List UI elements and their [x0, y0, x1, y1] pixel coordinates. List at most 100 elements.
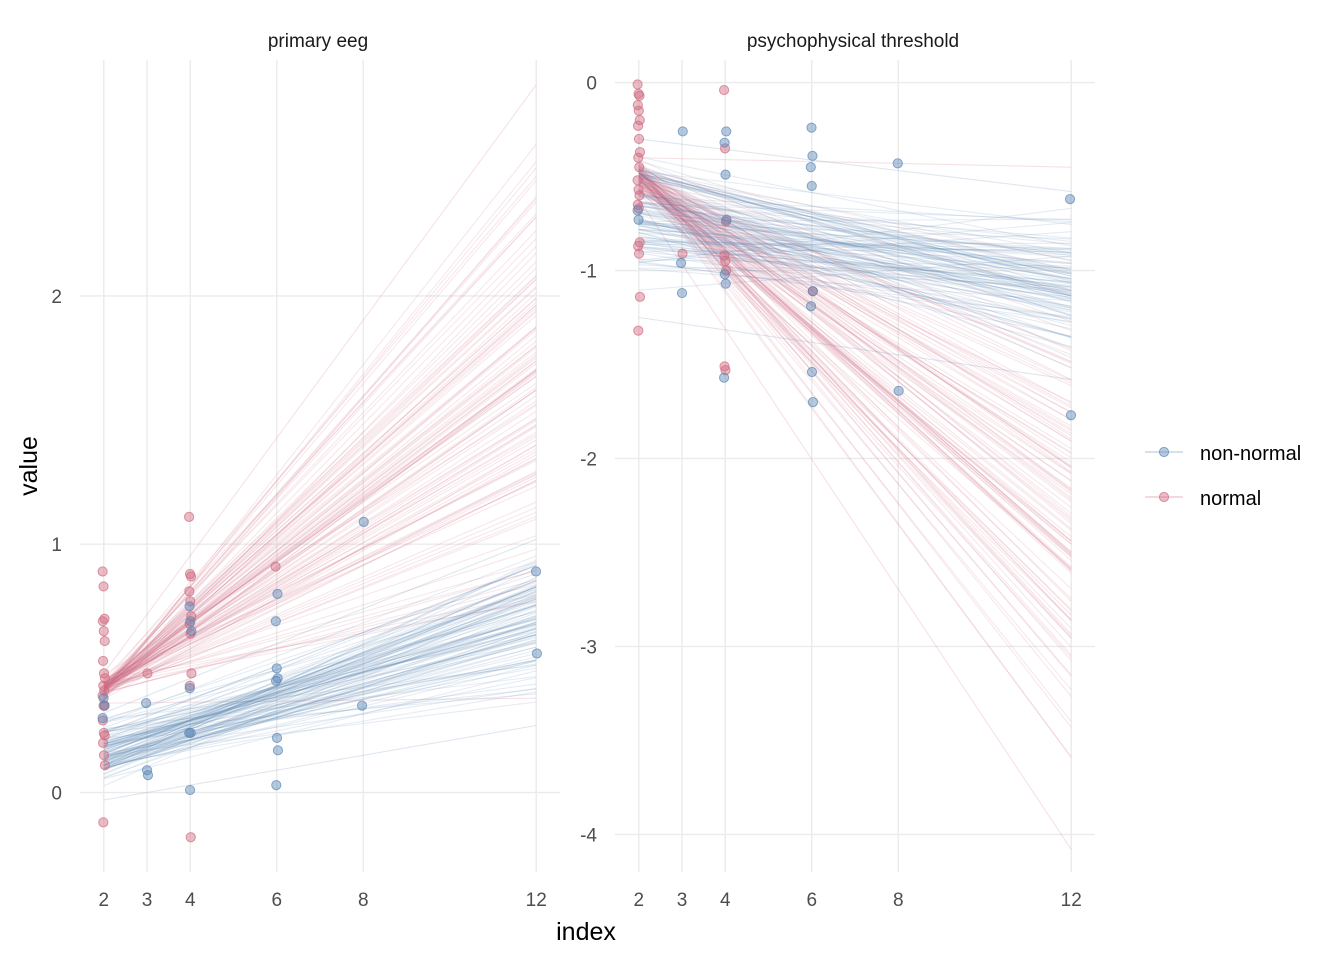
fit-line-normal — [638, 175, 1072, 553]
fit-line-non-normal — [103, 604, 537, 741]
fit-line-non-normal — [103, 677, 537, 767]
fit-line-non-normal — [638, 225, 1072, 301]
fit-line-non-normal — [103, 634, 537, 757]
data-point-normal — [97, 566, 108, 577]
fit-line-normal — [103, 371, 537, 697]
x-tick-label-12: 12 — [1061, 890, 1082, 911]
fit-line-normal — [103, 511, 537, 692]
fit-line-non-normal — [638, 219, 1072, 320]
data-point-normal — [184, 586, 195, 597]
fit-line-non-normal — [103, 604, 537, 744]
fit-line-normal — [638, 175, 1072, 542]
fit-line-non-normal — [638, 192, 1072, 274]
data-point-normal — [633, 152, 644, 163]
data-point-normal — [633, 248, 645, 259]
fit-line-normal — [103, 584, 537, 693]
data-point-normal — [98, 626, 109, 637]
fit-line-normal — [638, 182, 1072, 590]
fit-line-normal — [103, 369, 537, 685]
fit-line-normal — [638, 168, 1072, 572]
fit-line-non-normal — [638, 220, 1072, 309]
fit-line-normal — [638, 182, 1072, 427]
fit-line-normal — [103, 370, 537, 688]
fit-line-non-normal — [638, 246, 1072, 283]
fit-line-normal — [638, 178, 1072, 639]
fit-line-non-normal — [103, 586, 537, 754]
fit-line-normal — [103, 436, 537, 688]
data-point-non-normal — [806, 180, 817, 192]
fit-line-non-normal — [103, 579, 537, 750]
fit-line-non-normal — [638, 229, 1072, 311]
fit-line-non-normal — [638, 260, 1072, 323]
fit-line-normal — [638, 180, 1072, 555]
fit-line-non-normal — [103, 664, 537, 721]
fit-line-normal — [103, 594, 537, 685]
fit-line-non-normal — [638, 167, 1072, 284]
fit-line-non-normal — [103, 724, 537, 801]
fit-line-non-normal — [638, 247, 1072, 337]
fit-line-non-normal — [638, 209, 1072, 271]
fit-line-non-normal — [103, 588, 537, 751]
fit-line-non-normal — [103, 622, 537, 751]
fit-line-non-normal — [103, 610, 537, 748]
fit-line-normal — [638, 192, 1072, 403]
data-point-non-normal — [807, 150, 818, 161]
fit-line-non-normal — [103, 642, 537, 759]
fit-line-non-normal — [103, 609, 537, 779]
data-point-non-normal — [272, 745, 284, 756]
fit-line-normal — [103, 476, 537, 687]
panel-title-primary-eeg: primary eeg — [268, 31, 368, 52]
fit-line-normal — [638, 184, 1072, 432]
data-point-non-normal — [184, 601, 195, 612]
fit-line-normal — [638, 188, 1072, 610]
fit-line-non-normal — [638, 169, 1072, 299]
fit-line-normal — [638, 177, 1072, 363]
fit-line-non-normal — [638, 170, 1072, 226]
fit-line-non-normal — [638, 204, 1072, 309]
fit-line-normal — [103, 448, 537, 685]
x-tick-label-12: 12 — [526, 890, 547, 911]
fit-line-normal — [638, 188, 1072, 495]
x-tick-label-2: 2 — [98, 890, 109, 911]
data-point-normal — [98, 817, 109, 828]
fit-line-normal — [103, 345, 537, 683]
y-tick-label-neg4: -4 — [580, 825, 597, 846]
points-psychophysical-threshold — [632, 79, 1077, 421]
fit-line-non-normal — [103, 653, 537, 756]
fit-line-non-normal — [103, 623, 537, 746]
data-point-normal — [98, 750, 110, 761]
fit-line-normal — [103, 395, 537, 688]
y-tick-label-neg3: -3 — [580, 637, 597, 658]
fit-line-non-normal — [638, 160, 1072, 291]
fit-line-normal — [103, 327, 537, 689]
fit-line-normal — [103, 400, 537, 690]
fit-line-normal — [103, 267, 537, 692]
fit-line-non-normal — [103, 646, 537, 764]
fit-line-non-normal — [103, 615, 537, 748]
fit-line-non-normal — [103, 592, 537, 758]
fit-line-non-normal — [638, 201, 1072, 292]
fit-line-normal — [638, 177, 1072, 600]
fit-line-normal — [638, 184, 1072, 384]
fit-line-normal — [638, 170, 1072, 296]
fit-line-normal — [103, 144, 537, 696]
fit-line-normal — [638, 180, 1072, 474]
x-tick-label-8: 8 — [893, 890, 904, 911]
fit-line-non-normal — [103, 621, 537, 771]
data-point-normal — [97, 737, 109, 748]
fit-line-non-normal — [638, 169, 1072, 297]
fit-line-non-normal — [103, 604, 537, 745]
fit-line-non-normal — [638, 213, 1072, 275]
fit-line-normal — [638, 174, 1072, 691]
fit-line-non-normal — [638, 251, 1072, 291]
legend-item-non-normal: non-normal — [1145, 443, 1301, 465]
data-point-non-normal — [98, 693, 109, 704]
fit-line-normal — [638, 182, 1072, 558]
fit-line-non-normal — [638, 224, 1072, 339]
fit-line-normal — [103, 474, 537, 688]
fit-line-normal — [103, 351, 537, 689]
fit-line-normal — [103, 419, 537, 690]
fit-line-non-normal — [103, 633, 537, 768]
x-tick-label-4: 4 — [185, 890, 196, 911]
fit-line-normal — [103, 387, 537, 691]
